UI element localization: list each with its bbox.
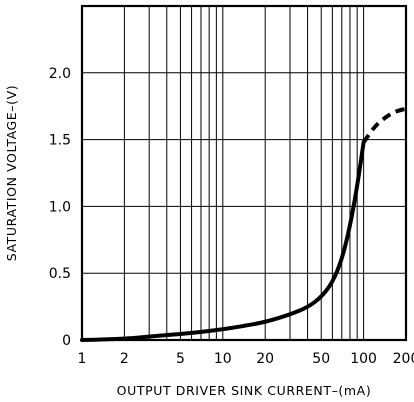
x-tick-label: 50 [312,351,330,367]
series-layer [80,106,408,342]
x-tick-label: 2 [120,351,129,367]
x-tick-label: 1 [78,351,87,367]
series-line-solid [80,140,366,342]
x-tick-label: 10 [214,351,232,367]
x-tick-label: 100 [350,351,377,367]
x-axis-title: OUTPUT DRIVER SINK CURRENT–(mA) [117,383,372,398]
x-tick-label: 200 [393,351,414,367]
x-tick-label: 20 [256,351,274,367]
y-tick-label: 0 [62,333,71,349]
y-tick-label: 1.5 [49,133,71,149]
plot-frame [80,4,408,342]
tick-labels: 1 2 5 10 20 50 100 200 0 0.5 1.0 1.5 2.0 [49,66,414,367]
y-axis-title: SATURATION VOLTAGE–(V) [4,85,19,262]
y-tick-label: 0.5 [49,266,71,282]
x-tick-label: 5 [176,351,185,367]
y-tick-label: 1.0 [49,199,71,215]
series-line-dashed [361,106,408,144]
y-tick-label: 2.0 [49,66,71,82]
